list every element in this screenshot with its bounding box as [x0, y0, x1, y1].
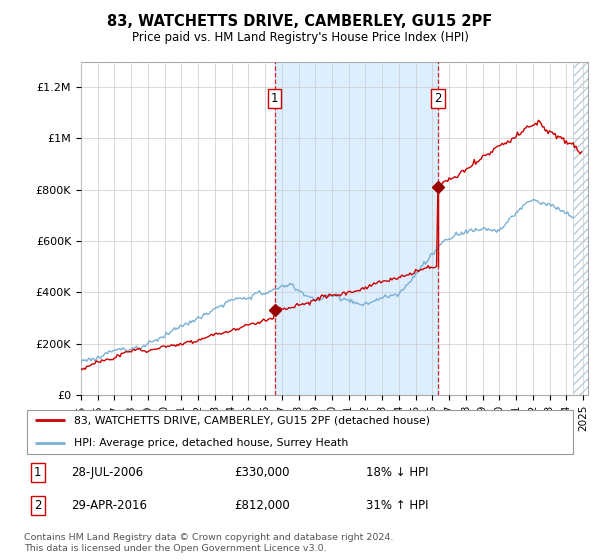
- Text: HPI: Average price, detached house, Surrey Heath: HPI: Average price, detached house, Surr…: [74, 438, 348, 448]
- Text: 29-APR-2016: 29-APR-2016: [71, 499, 147, 512]
- Bar: [573, 62, 600, 395]
- Text: 28-JUL-2006: 28-JUL-2006: [71, 465, 143, 479]
- Text: 31% ↑ HPI: 31% ↑ HPI: [366, 499, 429, 512]
- Text: 83, WATCHETTS DRIVE, CAMBERLEY, GU15 2PF (detached house): 83, WATCHETTS DRIVE, CAMBERLEY, GU15 2PF…: [74, 416, 430, 426]
- Text: 2: 2: [34, 499, 41, 512]
- FancyBboxPatch shape: [27, 409, 573, 454]
- Text: Price paid vs. HM Land Registry's House Price Index (HPI): Price paid vs. HM Land Registry's House …: [131, 31, 469, 44]
- Text: 1: 1: [271, 92, 278, 105]
- Text: Contains HM Land Registry data © Crown copyright and database right 2024.
This d: Contains HM Land Registry data © Crown c…: [24, 533, 394, 553]
- Text: 18% ↓ HPI: 18% ↓ HPI: [366, 465, 429, 479]
- Text: £812,000: £812,000: [234, 499, 290, 512]
- Text: 1: 1: [34, 465, 41, 479]
- Bar: [573, 62, 600, 395]
- Text: 2: 2: [434, 92, 442, 105]
- Bar: [275, 62, 438, 395]
- Text: £330,000: £330,000: [234, 465, 289, 479]
- Text: 83, WATCHETTS DRIVE, CAMBERLEY, GU15 2PF: 83, WATCHETTS DRIVE, CAMBERLEY, GU15 2PF: [107, 14, 493, 29]
